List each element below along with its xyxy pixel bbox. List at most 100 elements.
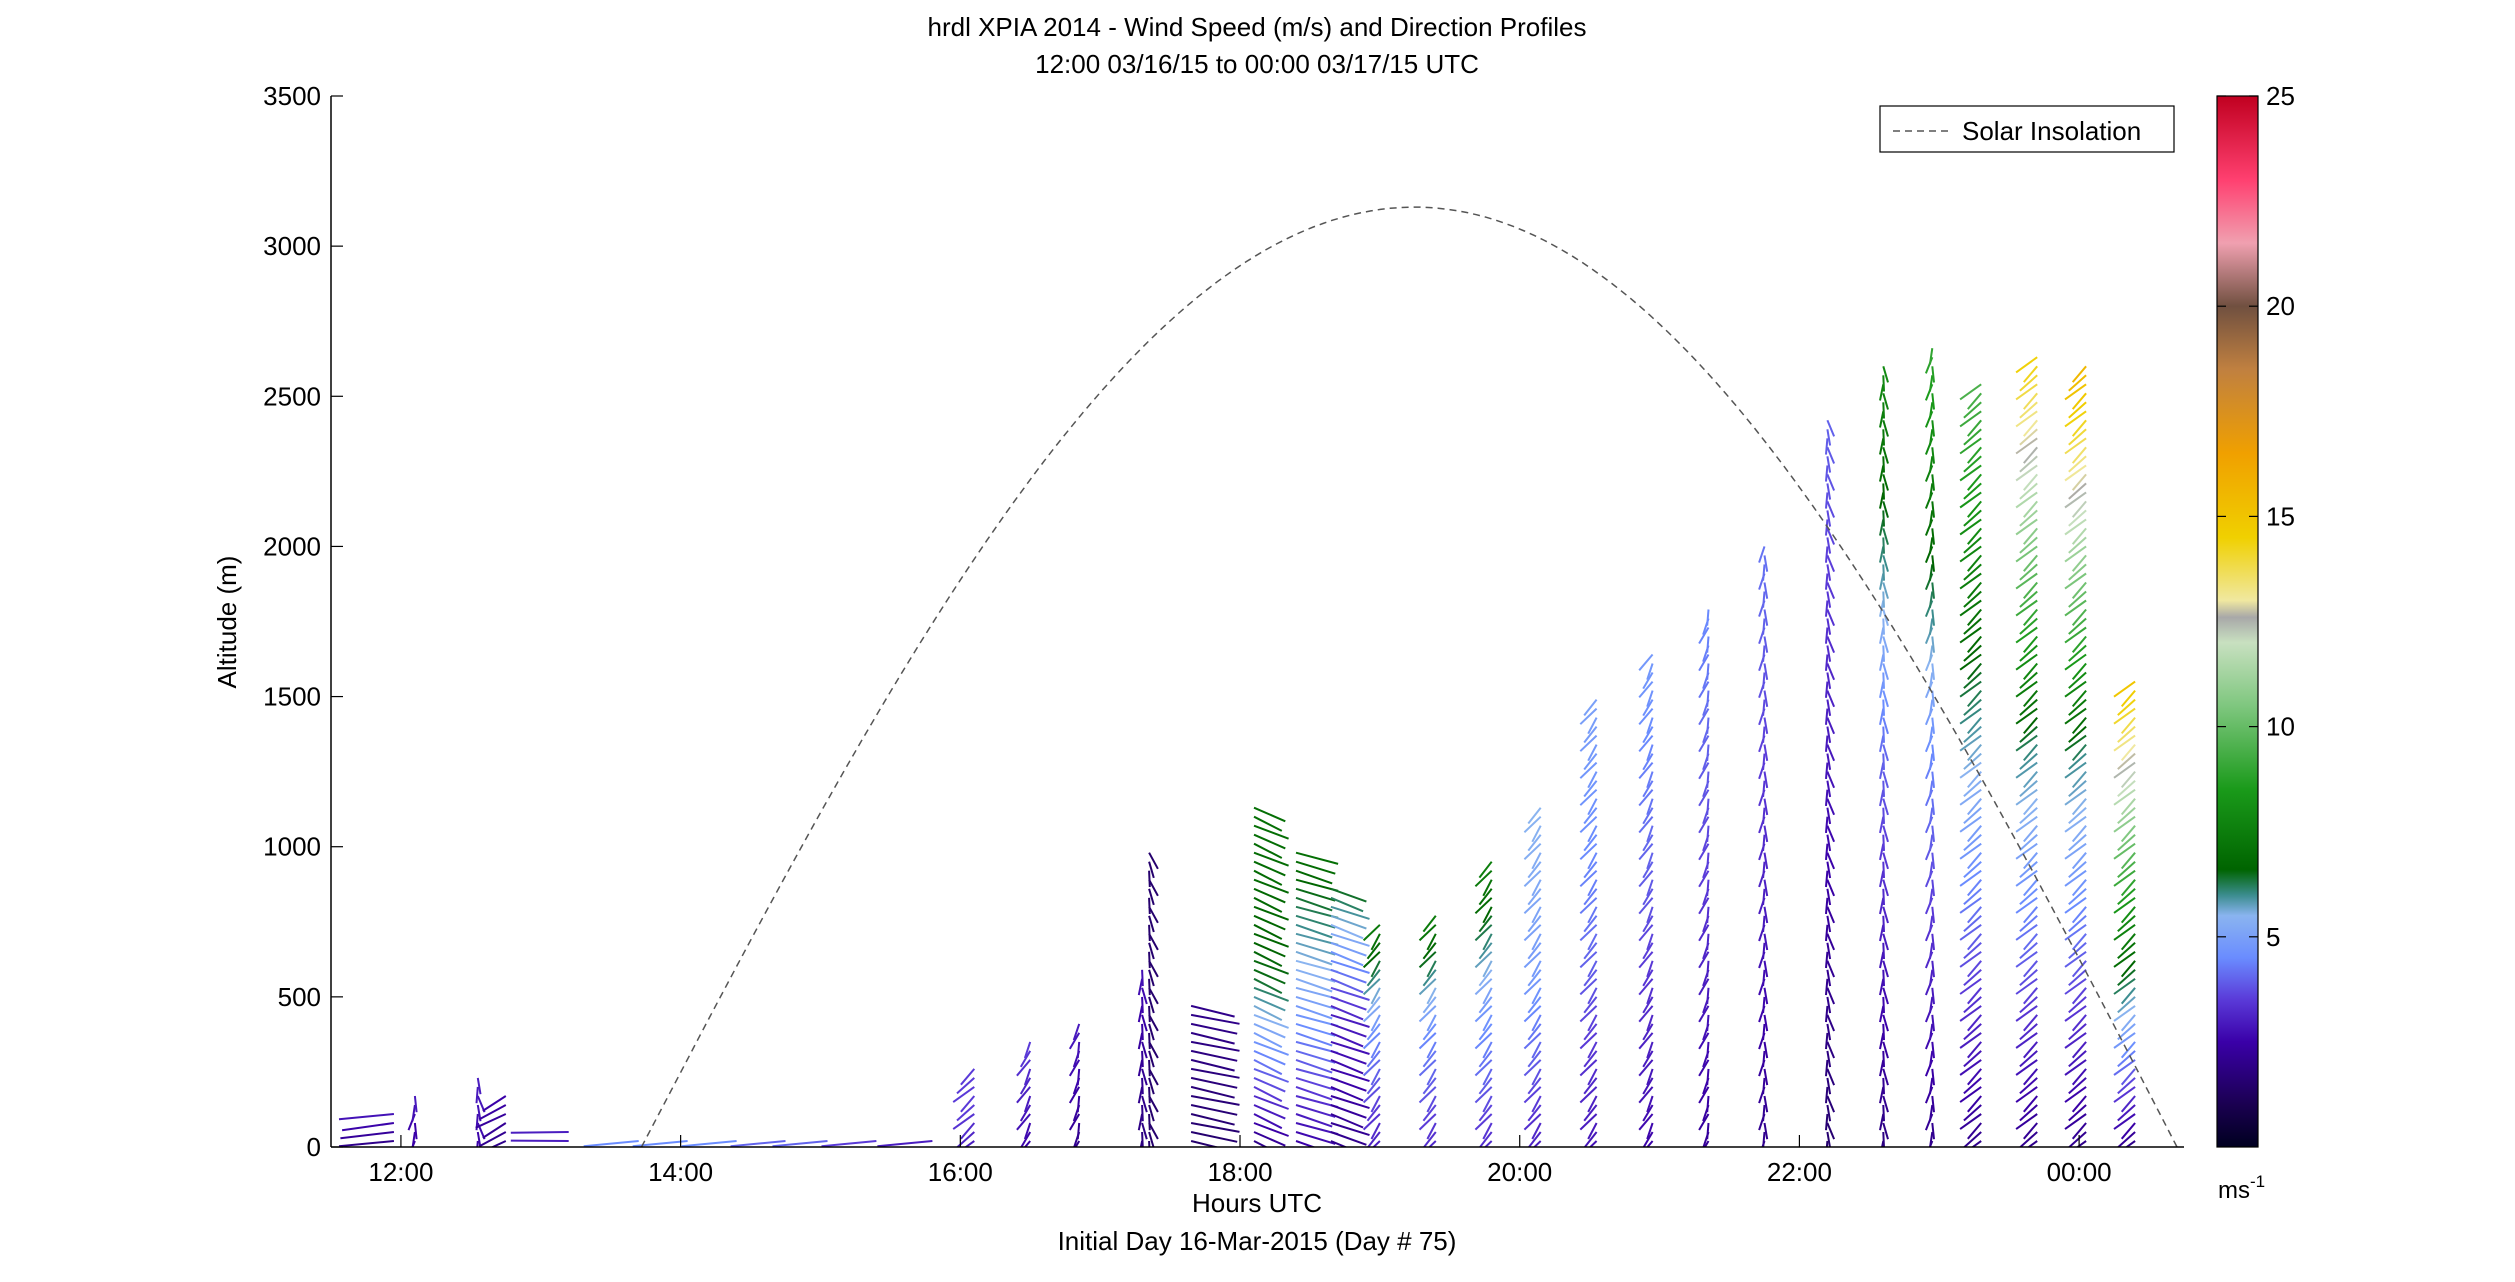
- wind-barb: [2113, 950, 2136, 968]
- wind-barb: [1826, 1104, 1832, 1122]
- wind-barb: [2071, 419, 2087, 437]
- wind-barb: [1646, 1068, 1654, 1086]
- wind-barb: [1763, 1122, 1769, 1140]
- wind-barb: [1642, 1050, 1654, 1068]
- wind-barb: [1706, 663, 1710, 680]
- wind-barb: [1362, 951, 1381, 969]
- wind-barb: [1928, 429, 1934, 446]
- wind-barb: [1959, 923, 1982, 941]
- wind-barb: [1963, 725, 1982, 743]
- wind-barb: [1879, 546, 1885, 563]
- wind-barb: [1426, 987, 1437, 1005]
- wind-barb: [1366, 1104, 1381, 1122]
- wind-barb: [1646, 744, 1654, 762]
- wind-barb: [411, 1131, 416, 1147]
- wind-barb: [2113, 815, 2136, 833]
- wind-barb: [2064, 680, 2087, 698]
- wind-barb: [1931, 690, 1935, 707]
- y-tick-label: 1000: [263, 832, 321, 862]
- wind-barb: [1825, 627, 1829, 644]
- wind-barb: [1330, 977, 1364, 994]
- wind-barb: [960, 1095, 976, 1113]
- wind-barb: [1330, 896, 1364, 913]
- wind-barb: [1825, 1086, 1829, 1104]
- wind-barb: [1931, 555, 1935, 572]
- wind-barb: [2015, 977, 2038, 995]
- wind-barb: [2064, 518, 2087, 536]
- wind-barb: [1928, 483, 1934, 500]
- wind-barb: [1478, 1077, 1493, 1095]
- wind-barb: [2117, 996, 2136, 1014]
- wind-barb: [1882, 483, 1885, 500]
- wind-barb: [1366, 996, 1381, 1014]
- wind-barb: [1362, 1005, 1381, 1023]
- wind-barb: [1587, 987, 1598, 1005]
- wind-barb: [2015, 842, 2038, 860]
- wind-barb: [1762, 564, 1766, 581]
- wind-barb: [1826, 861, 1832, 879]
- wind-barb: [2064, 653, 2087, 671]
- wind-barb: [1148, 951, 1151, 969]
- wind-barb: [1963, 401, 1982, 419]
- wind-barb: [2015, 869, 2038, 887]
- wind-barb: [1253, 1013, 1289, 1029]
- wind-barb: [1931, 366, 1935, 383]
- wind-barb: [2015, 437, 2038, 455]
- wind-barb: [1879, 438, 1885, 455]
- wind-barb: [1928, 780, 1934, 798]
- wind-barb: [1474, 869, 1493, 888]
- wind-barb: [1826, 1131, 1831, 1147]
- wind-barb: [2068, 509, 2087, 527]
- wind-barb: [2120, 798, 2136, 816]
- wind-barb: [1579, 1113, 1598, 1131]
- wind-barb: [1642, 834, 1654, 852]
- wind-barb: [1638, 789, 1654, 807]
- wind-barb: [1967, 825, 1982, 843]
- wind-barb: [1295, 1022, 1336, 1037]
- colorbar-unit-label: ms-1: [2218, 1172, 2265, 1204]
- wind-barb: [1141, 1077, 1144, 1095]
- wind-barb: [1295, 1076, 1336, 1091]
- wind-barb: [1642, 726, 1654, 744]
- wind-barb: [1928, 996, 1934, 1014]
- wind-barb: [2019, 1050, 2038, 1068]
- wind-barb: [2019, 1077, 2038, 1095]
- wind-barb: [1330, 1122, 1370, 1137]
- wind-barb: [1579, 924, 1598, 942]
- wind-barb: [2120, 1041, 2136, 1059]
- wind-barb: [1482, 1095, 1493, 1113]
- wind-barb: [1482, 906, 1493, 924]
- wind-barb: [1879, 978, 1885, 996]
- wind-barb: [1959, 545, 1982, 563]
- wind-barb: [340, 1131, 395, 1140]
- wind-barb: [1762, 969, 1766, 987]
- wind-barb: [1583, 1050, 1598, 1068]
- wind-barb: [1068, 1032, 1081, 1050]
- wind-barb: [1825, 897, 1829, 915]
- wind-barb: [2023, 635, 2038, 653]
- wind-barb: [1698, 1086, 1710, 1104]
- wind-barb: [2068, 942, 2087, 960]
- wind-barb: [2064, 923, 2087, 941]
- wind-barb: [1646, 933, 1654, 951]
- wind-barb: [952, 1086, 975, 1103]
- wind-barb: [2068, 428, 2087, 446]
- wind-barb: [1141, 1014, 1148, 1032]
- wind-barb: [2071, 608, 2087, 626]
- wind-barb: [1879, 1113, 1885, 1131]
- wind-barb: [2064, 842, 2087, 860]
- wind-barb: [1882, 717, 1889, 735]
- wind-barb: [1882, 1122, 1889, 1140]
- wind-barb: [2023, 473, 2038, 491]
- wind-barb: [1579, 869, 1598, 888]
- wind-barb: [1330, 887, 1367, 903]
- wind-barb: [1963, 806, 1982, 824]
- wind-barb: [960, 1122, 976, 1140]
- wind-barb: [2064, 545, 2087, 563]
- wind-barb: [1587, 933, 1598, 951]
- wind-barb: [1959, 383, 1982, 401]
- wind-barb: [1253, 923, 1283, 940]
- wind-barb: [1706, 798, 1710, 815]
- wind-barb: [1295, 923, 1333, 939]
